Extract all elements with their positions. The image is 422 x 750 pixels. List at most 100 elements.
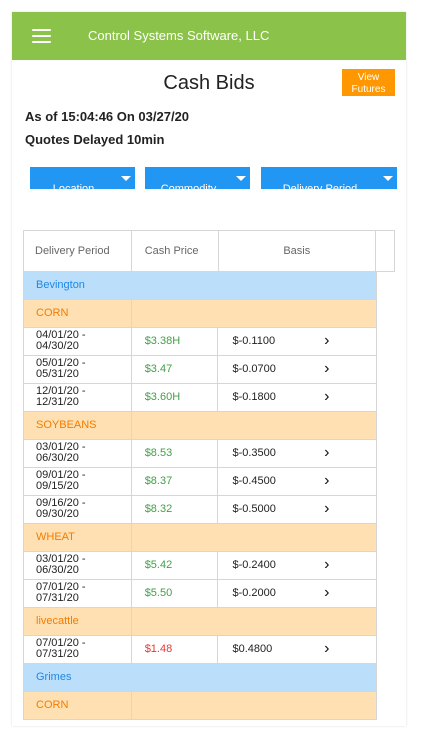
period-start: 03/01/20 - <box>36 441 86 453</box>
view-futures-label-line1: View <box>357 71 380 83</box>
period-end: 09/30/20 <box>36 508 79 520</box>
column-header-basis: Basis <box>219 231 377 271</box>
commodity-filter-dropdown[interactable]: Commodity <box>145 167 250 195</box>
period-end: 09/15/20 <box>36 480 79 492</box>
table-row[interactable]: 07/01/20 -07/31/20 $1.48 $0.4800 › <box>24 636 377 664</box>
chevron-right-icon[interactable]: › <box>324 360 330 377</box>
app-screen: Control Systems Software, LLC Cash Bids … <box>12 12 406 726</box>
cash-price-cell: $5.50 <box>132 580 219 607</box>
period-start: 07/01/20 - <box>36 581 86 593</box>
commodity-name: WHEAT <box>24 524 132 551</box>
period-end: 07/31/20 <box>36 592 79 604</box>
commodity-filter-label: Commodity <box>160 183 217 195</box>
period-end: 12/31/20 <box>36 396 79 408</box>
table-row[interactable]: 07/01/20 -07/31/20 $5.50 $-0.2000 › <box>24 580 377 608</box>
delivery-period-cell: 05/01/20 -05/31/20 <box>24 356 132 383</box>
basis-cell: $-0.5000 <box>232 503 276 515</box>
chevron-down-icon <box>383 176 393 181</box>
top-app-bar: Control Systems Software, LLC <box>12 12 406 60</box>
location-filter-label: Location <box>52 183 95 195</box>
cash-price-cell: $1.48 <box>132 636 219 663</box>
chevron-right-icon[interactable]: › <box>324 388 330 405</box>
column-header-spacer <box>376 231 395 271</box>
commodity-group-row: livecattle <box>24 608 377 636</box>
delivery-period-cell: 09/16/20 -09/30/20 <box>24 496 132 523</box>
period-start: 07/01/20 - <box>36 637 86 649</box>
commodity-group-row: SOYBEANS <box>24 412 377 440</box>
location-group-row: Bevington <box>24 272 377 300</box>
chevron-right-icon[interactable]: › <box>324 332 330 349</box>
period-end: 04/30/20 <box>36 340 79 352</box>
location-filter-dropdown[interactable]: Location <box>30 167 135 195</box>
delivery-period-cell: 04/01/20 -04/30/20 <box>24 328 132 355</box>
basis-cell: $-0.2000 <box>232 587 276 599</box>
table-row[interactable]: 09/16/20 -09/30/20 $8.32 $-0.5000 › <box>24 496 377 524</box>
delivery-period-filter-label: Delivery Period <box>282 183 358 195</box>
table-row[interactable]: 12/01/20 -12/31/20 $3.60H $-0.1800 › <box>24 384 377 412</box>
commodity-group-row: WHEAT <box>24 524 377 552</box>
basis-cell: $-0.1800 <box>232 391 276 403</box>
period-end: 06/30/20 <box>36 452 79 464</box>
chevron-right-icon[interactable]: › <box>324 640 330 657</box>
cash-price-cell: $3.38H <box>132 328 219 355</box>
basis-cell: $-0.2400 <box>232 559 276 571</box>
cash-price-cell: $8.53 <box>132 440 219 467</box>
delivery-period-cell: 07/01/20 -07/31/20 <box>24 580 132 607</box>
table-body: Bevington CORN 04/01/20 -04/30/20 $3.38H $-0… <box>24 272 395 720</box>
chevron-down-icon <box>121 176 131 181</box>
location-group-row: Grimes <box>24 664 377 692</box>
table-row[interactable]: 03/01/20 -06/30/20 $8.53 $-0.3500 › <box>24 440 377 468</box>
table-row[interactable]: 04/01/20 -04/30/20 $3.38H $-0.1100 › <box>24 328 377 356</box>
cash-price-cell: $3.47 <box>132 356 219 383</box>
period-start: 09/16/20 - <box>36 497 86 509</box>
delivery-period-cell: 07/01/20 -07/31/20 <box>24 636 132 663</box>
commodity-name: CORN <box>24 692 132 719</box>
commodity-group-row: CORN <box>24 300 377 328</box>
column-header-delivery-period: Delivery Period <box>24 231 132 271</box>
chevron-right-icon[interactable]: › <box>324 556 330 573</box>
cash-price-cell: $3.60H <box>132 384 219 411</box>
cash-price-cell: $8.32 <box>132 496 219 523</box>
delivery-period-filter-dropdown[interactable]: Delivery Period <box>261 167 397 195</box>
chevron-right-icon[interactable]: › <box>324 584 330 601</box>
table-row[interactable]: 09/01/20 -09/15/20 $8.37 $-0.4500 › <box>24 468 377 496</box>
app-title: Control Systems Software, LLC <box>88 28 270 43</box>
cash-bids-table: Delivery Period Cash Price Basis Bevingt… <box>23 230 395 720</box>
delivery-period-cell: 03/01/20 -06/30/20 <box>24 440 132 467</box>
period-end: 05/31/20 <box>36 368 79 380</box>
page-title: Cash Bids <box>163 72 255 94</box>
title-row: Cash Bids View Futures <box>12 60 406 104</box>
delivery-period-cell: 12/01/20 -12/31/20 <box>24 384 132 411</box>
delivery-period-cell: 09/01/20 -09/15/20 <box>24 468 132 495</box>
view-futures-button[interactable]: View Futures <box>342 69 395 96</box>
hamburger-menu-icon[interactable] <box>32 29 51 43</box>
cash-price-cell: $5.42 <box>132 552 219 579</box>
commodity-name: CORN <box>24 300 132 327</box>
column-header-cash-price: Cash Price <box>132 231 219 271</box>
as-of-timestamp: As of 15:04:46 On 03/27/20 <box>25 109 190 124</box>
basis-cell: $0.4800 <box>232 643 273 655</box>
table-header: Delivery Period Cash Price Basis <box>24 231 395 272</box>
table-row[interactable]: 05/01/20 -05/31/20 $3.47 $-0.0700 › <box>24 356 377 384</box>
chevron-down-icon <box>236 176 246 181</box>
location-name: Bevington <box>24 272 132 299</box>
chevron-right-icon[interactable]: › <box>324 500 330 517</box>
basis-cell: $-0.1100 <box>232 335 276 347</box>
period-start: 12/01/20 - <box>36 385 86 397</box>
filter-bar: Location Commodity Delivery Period <box>30 167 397 195</box>
table-row[interactable]: 03/01/20 -06/30/20 $5.42 $-0.2400 › <box>24 552 377 580</box>
period-start: 03/01/20 - <box>36 553 86 565</box>
commodity-group-row: CORN <box>24 692 377 720</box>
period-end: 07/31/20 <box>36 648 79 660</box>
cash-price-cell: $8.37 <box>132 468 219 495</box>
basis-cell: $-0.4500 <box>232 475 276 487</box>
view-futures-label-line2: Futures <box>351 83 386 95</box>
period-end: 06/30/20 <box>36 564 79 576</box>
chevron-right-icon[interactable]: › <box>324 444 330 461</box>
commodity-name: SOYBEANS <box>24 412 132 439</box>
quotes-delayed-notice: Quotes Delayed 10min <box>25 132 165 147</box>
period-start: 09/01/20 - <box>36 469 86 481</box>
chevron-right-icon[interactable]: › <box>324 472 330 489</box>
period-start: 05/01/20 - <box>36 357 86 369</box>
basis-cell: $-0.0700 <box>232 363 276 375</box>
